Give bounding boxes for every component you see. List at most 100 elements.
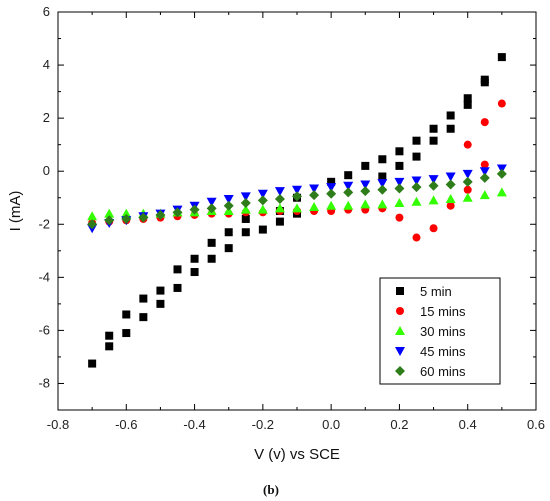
60-mins-point	[428, 180, 439, 191]
5-min-point	[207, 238, 216, 247]
60-mins-point	[240, 198, 251, 209]
5-min-point	[497, 53, 506, 62]
45-mins-point	[206, 197, 217, 207]
x-tick-label: -0.6	[115, 417, 137, 432]
x-tick-label: 0.0	[322, 417, 340, 432]
legend-label: 30 mins	[420, 324, 466, 339]
5-min-point	[378, 172, 387, 181]
60-mins-point	[172, 207, 183, 218]
5-min-point	[275, 217, 284, 226]
15-mins-point	[463, 140, 472, 149]
45-mins-point	[326, 183, 337, 193]
45-mins-point	[223, 195, 234, 205]
5-min-point	[429, 124, 438, 133]
30-mins-point	[445, 194, 456, 204]
45-mins-point	[462, 169, 473, 179]
5-min-point	[122, 329, 131, 338]
30-mins-point	[343, 200, 354, 210]
60-mins-point	[394, 183, 405, 194]
15-mins-point	[412, 233, 421, 242]
45-mins-point	[257, 189, 268, 199]
legend-label: 15 mins	[420, 304, 466, 319]
60-mins-point	[479, 172, 490, 183]
15-mins-point	[480, 118, 489, 127]
60-mins-point	[104, 215, 115, 226]
60-mins-point	[274, 194, 285, 205]
60-mins-point	[189, 204, 200, 215]
45-mins-point	[309, 184, 320, 194]
y-axis-title: I (mA)	[7, 191, 24, 232]
x-axis-title: V (v) vs SCE	[254, 446, 340, 463]
15-mins-point	[446, 201, 455, 210]
5-min-point	[395, 147, 404, 156]
5-min-point	[446, 124, 455, 133]
15-mins-point	[463, 185, 472, 194]
5-min-point	[173, 265, 182, 274]
30-mins-point	[87, 211, 98, 221]
legend-label: 5 min	[420, 284, 452, 299]
5-min-point	[361, 161, 370, 170]
x-tick-label: 0.6	[527, 417, 545, 432]
5-min-point	[241, 228, 250, 237]
60-mins-point	[257, 195, 268, 206]
x-tick-label: -0.2	[252, 417, 274, 432]
30-mins-point	[257, 204, 268, 214]
5-min-point	[429, 136, 438, 145]
5-min-point	[88, 359, 97, 368]
60-mins-point	[223, 200, 234, 211]
60-mins-point	[411, 182, 422, 193]
5-min-point	[327, 177, 336, 186]
x-tick-label: -0.4	[183, 417, 205, 432]
45-mins-point	[445, 172, 456, 182]
legend: 5 min 15 mins 30 mins 45 mins 60 mins	[379, 277, 501, 385]
5-min-point	[224, 228, 233, 237]
30-mins-point	[104, 208, 115, 218]
legend-marker-30-mins	[395, 326, 405, 335]
5-min-point	[241, 214, 250, 223]
5-min-point	[105, 342, 114, 351]
x-tick-label: 0.4	[459, 417, 477, 432]
5-min-point	[156, 286, 165, 295]
60-mins-point	[445, 179, 456, 190]
45-mins-point	[479, 167, 490, 177]
60-mins-point	[121, 213, 132, 224]
15-mins-point	[429, 224, 438, 233]
60-mins-point	[343, 187, 354, 198]
legend-marker-15-mins	[396, 307, 404, 315]
5-min-point	[463, 100, 472, 109]
5-min-point	[412, 136, 421, 145]
30-mins-point	[309, 202, 320, 212]
legend-marker-45-mins	[395, 347, 405, 356]
60-mins-point	[206, 203, 217, 214]
y-tick-label: 0	[43, 163, 50, 178]
30-mins-point	[496, 187, 507, 197]
30-mins-point	[360, 199, 371, 209]
45-mins-point	[394, 177, 405, 187]
60-mins-point	[326, 188, 337, 199]
y-tick-label: -8	[38, 375, 50, 390]
x-tick-label: -0.8	[47, 417, 69, 432]
30-mins-point	[326, 200, 337, 210]
45-mins-point	[343, 181, 354, 191]
45-mins-point	[360, 180, 371, 190]
legend-label: 60 mins	[420, 364, 466, 379]
5-min-point	[207, 254, 216, 263]
45-mins-point	[411, 176, 422, 186]
legend-marker-60-mins	[395, 366, 405, 376]
45-mins-point	[428, 175, 439, 185]
15-mins-point	[480, 160, 489, 169]
45-mins-point	[292, 185, 302, 195]
legend-marker-5-min	[396, 287, 404, 295]
y-tick-label: 2	[43, 110, 50, 125]
y-tick-label: 4	[43, 57, 50, 72]
60-mins-point	[309, 190, 320, 201]
60-mins-point	[496, 168, 507, 179]
60-mins-point	[292, 191, 302, 202]
5-min-point	[173, 283, 182, 292]
data-points	[87, 53, 507, 368]
45-mins-point	[274, 187, 285, 197]
45-mins-point	[240, 192, 251, 202]
60-mins-point	[138, 212, 149, 223]
15-mins-point	[395, 213, 404, 222]
60-mins-point	[462, 176, 473, 187]
